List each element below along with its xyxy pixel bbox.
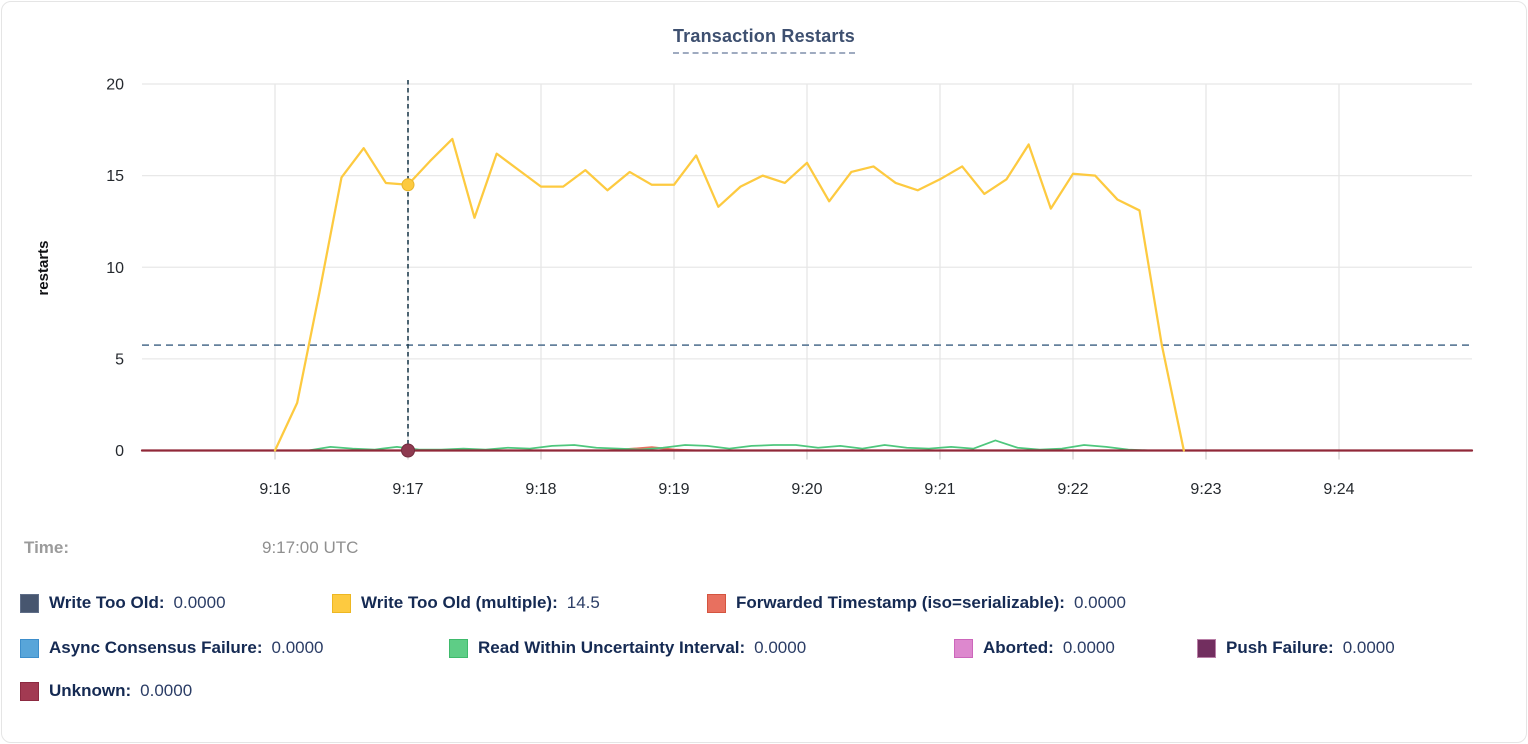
- chart-title[interactable]: Transaction Restarts: [672, 26, 856, 54]
- legend-item-forwarded-timestamp: Forwarded Timestamp (iso=serializable): …: [707, 593, 1126, 613]
- y-tick-label-5: 5: [115, 351, 124, 368]
- x-tick-label-9:19: 9:19: [658, 481, 689, 498]
- cursor-dot-write-too-old-multiple: [401, 178, 415, 192]
- legend-swatch-unknown: [20, 681, 39, 701]
- time-value: 9:17:00 UTC: [262, 538, 359, 557]
- y-tick-label-0: 0: [115, 443, 124, 460]
- y-tick-label-10: 10: [106, 260, 124, 277]
- y-tick-label-20: 20: [106, 77, 124, 94]
- x-tick-label-9:18: 9:18: [525, 481, 556, 498]
- legend-item-push-failure: Push Failure: 0.0000: [1197, 638, 1395, 658]
- series-line-read-within-uncertainty-interval: [307, 439, 1152, 452]
- legend-item-unknown: Unknown: 0.0000: [20, 681, 192, 701]
- cursor-time-row: Time: 9:17:00 UTC: [2, 538, 1526, 562]
- legend-item-aborted: Aborted: 0.0000: [954, 638, 1197, 658]
- series-line-write-too-old-multiple: [273, 137, 1185, 452]
- legend-swatch-write-too-old-multiple: [332, 593, 351, 613]
- legend-swatch-write-too-old: [20, 593, 39, 613]
- legend-row-2: Async Consensus Failure: 0.0000 Read Wit…: [20, 638, 1395, 658]
- legend-swatch-push-failure: [1197, 638, 1216, 658]
- legend-label: Aborted:: [983, 638, 1054, 657]
- y-tick-label-15: 15: [106, 168, 124, 185]
- legend-swatch-aborted: [954, 638, 973, 658]
- legend-value: 0.0000: [140, 681, 193, 700]
- legend-item-write-too-old: Write Too Old: 0.0000: [20, 593, 332, 613]
- legend-label: Forwarded Timestamp (iso=serializable):: [736, 593, 1065, 612]
- x-tick-label-9:16: 9:16: [259, 481, 290, 498]
- y-axis-title: restarts: [35, 240, 52, 295]
- legend-item-async-consensus-failure: Async Consensus Failure: 0.0000: [20, 638, 449, 658]
- legend-value: 0.0000: [1342, 638, 1395, 657]
- legend-swatch-read-within-uncertainty-interval: [449, 638, 468, 658]
- chart-title-wrap: Transaction Restarts: [2, 26, 1526, 54]
- x-tick-label-9:22: 9:22: [1057, 481, 1088, 498]
- legend-label: Write Too Old:: [49, 593, 165, 612]
- legend-label: Unknown:: [49, 681, 132, 700]
- legend-label: Push Failure:: [1226, 638, 1334, 657]
- legend-value: 0.0000: [173, 593, 226, 612]
- x-tick-label-9:20: 9:20: [791, 481, 822, 498]
- legend-value: 0.0000: [1073, 593, 1126, 612]
- legend-swatch-async-consensus-failure: [20, 638, 39, 658]
- x-tick-label-9:21: 9:21: [924, 481, 955, 498]
- x-tick-label-9:23: 9:23: [1190, 481, 1221, 498]
- legend-label: Async Consensus Failure:: [49, 638, 263, 657]
- cursor-dot-unknown: [401, 443, 415, 458]
- x-tick-label-9:17: 9:17: [392, 481, 423, 498]
- legend-value: 0.0000: [1062, 638, 1115, 657]
- legend-value: 0.0000: [271, 638, 324, 657]
- legend-row-1: Write Too Old: 0.0000 Write Too Old (mul…: [20, 593, 1126, 613]
- x-tick-label-9:24: 9:24: [1323, 481, 1354, 498]
- legend-item-write-too-old-multiple: Write Too Old (multiple): 14.5: [332, 593, 707, 613]
- time-label: Time:: [24, 538, 70, 557]
- legend-label: Write Too Old (multiple):: [361, 593, 558, 612]
- legend-value: 0.0000: [754, 638, 807, 657]
- transaction-restarts-chart[interactable]: 0 5 10 15 20 9:16 9:17 9:18 9:19 9:20 9:21 9:22 9:23…: [2, 2, 1527, 522]
- legend-label: Read Within Uncertainty Interval:: [478, 638, 746, 657]
- legend-value: 14.5: [566, 593, 600, 612]
- legend-swatch-forwarded-timestamp: [707, 593, 726, 613]
- legend-row-3: Unknown: 0.0000: [20, 681, 192, 701]
- legend-item-read-within-uncertainty-interval: Read Within Uncertainty Interval: 0.0000: [449, 638, 954, 658]
